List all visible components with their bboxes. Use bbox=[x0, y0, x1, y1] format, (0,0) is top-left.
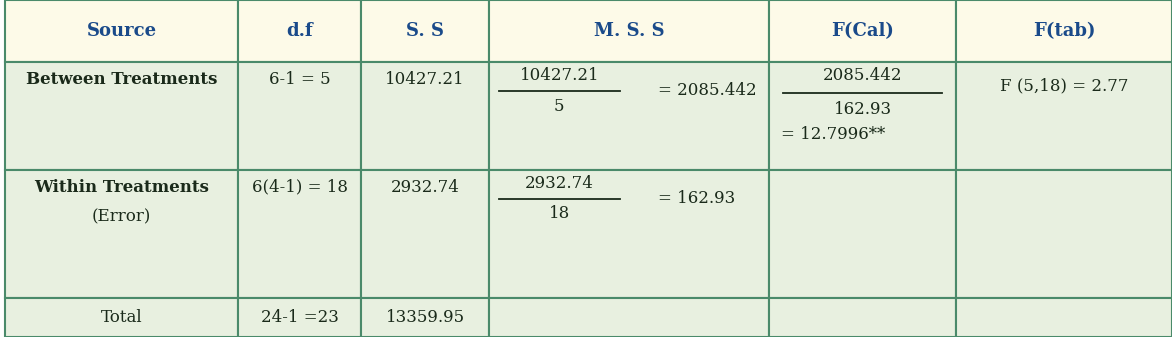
Text: F(tab): F(tab) bbox=[1033, 22, 1096, 40]
Text: = 2085.442: = 2085.442 bbox=[659, 83, 757, 99]
Bar bbox=[5, 62, 238, 170]
Text: Between Treatments: Between Treatments bbox=[26, 71, 217, 88]
Text: 2085.442: 2085.442 bbox=[823, 67, 902, 84]
Text: 6-1 = 5: 6-1 = 5 bbox=[268, 71, 331, 88]
Text: d.f: d.f bbox=[286, 22, 313, 40]
Text: M. S. S: M. S. S bbox=[594, 22, 665, 40]
Text: 5: 5 bbox=[554, 98, 565, 115]
Text: = 12.7996**: = 12.7996** bbox=[781, 126, 885, 143]
Bar bbox=[489, 62, 769, 170]
Text: 2932.74: 2932.74 bbox=[525, 175, 594, 192]
Text: Source: Source bbox=[87, 22, 157, 40]
Bar bbox=[5, 170, 238, 298]
Bar bbox=[238, 170, 361, 298]
Text: = 162.93: = 162.93 bbox=[659, 190, 736, 207]
Text: 6(4-1) = 18: 6(4-1) = 18 bbox=[252, 179, 348, 195]
Bar bbox=[489, 298, 769, 337]
Text: 10427.21: 10427.21 bbox=[519, 67, 599, 84]
Text: 24-1 =23: 24-1 =23 bbox=[260, 309, 339, 326]
Bar bbox=[361, 170, 489, 298]
Bar bbox=[769, 62, 956, 170]
Bar bbox=[361, 298, 489, 337]
Bar bbox=[956, 0, 1172, 62]
Bar bbox=[956, 298, 1172, 337]
Bar bbox=[489, 170, 769, 298]
Text: S. S: S. S bbox=[406, 22, 444, 40]
Bar bbox=[238, 62, 361, 170]
Bar bbox=[769, 170, 956, 298]
Text: F(Cal): F(Cal) bbox=[831, 22, 894, 40]
Bar bbox=[361, 62, 489, 170]
Text: 18: 18 bbox=[548, 206, 570, 222]
Text: 13359.95: 13359.95 bbox=[386, 309, 464, 326]
Bar bbox=[5, 298, 238, 337]
Bar bbox=[956, 62, 1172, 170]
Bar bbox=[361, 0, 489, 62]
Bar bbox=[238, 298, 361, 337]
Bar bbox=[238, 0, 361, 62]
Bar bbox=[956, 170, 1172, 298]
Bar bbox=[489, 0, 769, 62]
Text: (Error): (Error) bbox=[91, 209, 151, 226]
Text: 2932.74: 2932.74 bbox=[390, 179, 459, 195]
Text: Total: Total bbox=[101, 309, 142, 326]
Text: Within Treatments: Within Treatments bbox=[34, 179, 209, 195]
Bar bbox=[769, 298, 956, 337]
Text: 162.93: 162.93 bbox=[833, 101, 892, 118]
Bar bbox=[769, 0, 956, 62]
Bar bbox=[5, 0, 238, 62]
Text: 10427.21: 10427.21 bbox=[386, 71, 465, 88]
Text: F (5,18) = 2.77: F (5,18) = 2.77 bbox=[1000, 78, 1129, 94]
